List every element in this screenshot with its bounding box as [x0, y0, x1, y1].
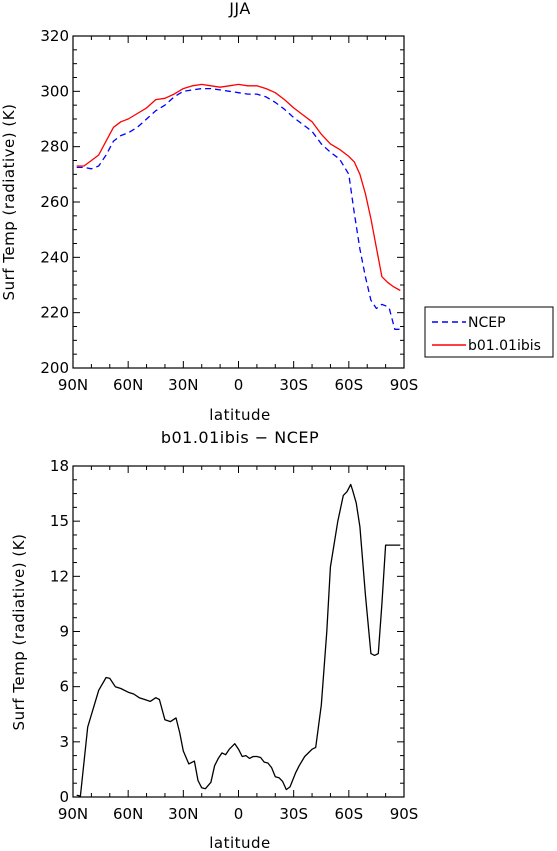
chart-bottom-x-tick-label: 90S — [390, 805, 419, 823]
chart-top-y-tick-label: 260 — [40, 193, 69, 211]
chart-bottom-x-tick-label: 0 — [234, 805, 244, 823]
chart-top-y-tick-label: 220 — [40, 304, 69, 322]
legend-ncep-label: NCEP — [468, 315, 506, 331]
chart-top-x-axis-label: latitude — [209, 406, 271, 424]
chart-bottom-title: b01.01ibis − NCEP — [161, 428, 319, 447]
chart-top-plot-frame — [72, 35, 405, 369]
chart-top-y-tick-label: 280 — [40, 138, 69, 156]
chart-top-y-tick-label: 300 — [40, 82, 69, 100]
chart-top-x-tick-label: 0 — [234, 376, 244, 394]
chart-bottom-plot-frame — [72, 465, 405, 798]
chart-bottom-y-tick-label: 0 — [59, 788, 69, 806]
chart-top-series-line-ncep — [76, 87, 401, 330]
chart-top-x-tick-label: 30N — [168, 376, 198, 394]
chart-top-y-tick-label: 240 — [40, 248, 69, 266]
chart-top-title: JJA — [228, 0, 251, 18]
chart-top-x-tick-label: 30S — [279, 376, 308, 394]
chart-bottom-y-axis-label: Surf Temp (radiative) (K) — [10, 534, 28, 731]
chart-bottom-y-tick-label: 3 — [59, 733, 69, 751]
chart-bottom-difference: b01.01ibis − NCEP 90N 60N 30N 0 30S 60S 90S 0 3 6… — [10, 428, 418, 851]
chart-top-ticks: 90N 60N 30N 0 30S 60S 90S 200 220 240 260 280 300 320 — [40, 27, 418, 394]
chart-top-legend: NCEP b01.01ibis — [424, 306, 554, 358]
chart-bottom-x-tick-label: 30S — [279, 805, 308, 823]
chart-bottom-x-tick-label: 30N — [168, 805, 198, 823]
chart-bottom-x-tick-label: 60N — [113, 805, 143, 823]
chart-top-x-tick-label: 90S — [390, 376, 419, 394]
legend-box — [424, 306, 554, 358]
chart-bottom-x-axis-label: latitude — [209, 834, 271, 851]
chart-top-x-tick-label: 60S — [335, 376, 364, 394]
chart-bottom-x-tick-label: 90N — [58, 805, 88, 823]
chart-bottom-x-tick-label: 60S — [335, 805, 364, 823]
chart-top-series — [76, 83, 401, 330]
chart-top-series-line-b01-01ibis — [76, 83, 401, 292]
chart-top-y-tick-label: 320 — [40, 27, 69, 45]
chart-top-x-tick-label: 60N — [113, 376, 143, 394]
chart-top-x-tick-label: 90N — [58, 376, 88, 394]
chart-bottom-series — [76, 483, 401, 797]
chart-top-y-axis-label: Surf Temp (radiative) (K) — [0, 104, 18, 301]
chart-bottom-y-tick-label: 15 — [50, 512, 69, 530]
chart-bottom-series-line-0 — [76, 483, 401, 797]
chart-top-y-tick-label: 200 — [40, 359, 69, 377]
legend-b01-label: b01.01ibis — [468, 338, 541, 354]
chart-bottom-y-tick-label: 9 — [59, 623, 69, 641]
chart-top-surface-temperature: JJA 90N 60N 30N 0 30S 60S 90S 200 220 240 260 280 30… — [0, 0, 554, 424]
chart-bottom-ticks: 90N 60N 30N 0 30S 60S 90S 0 3 6 9 12 15 18 — [50, 457, 418, 823]
chart-bottom-y-tick-label: 6 — [59, 678, 69, 696]
chart-bottom-y-tick-label: 12 — [50, 567, 69, 585]
chart-bottom-y-tick-label: 18 — [50, 457, 69, 475]
